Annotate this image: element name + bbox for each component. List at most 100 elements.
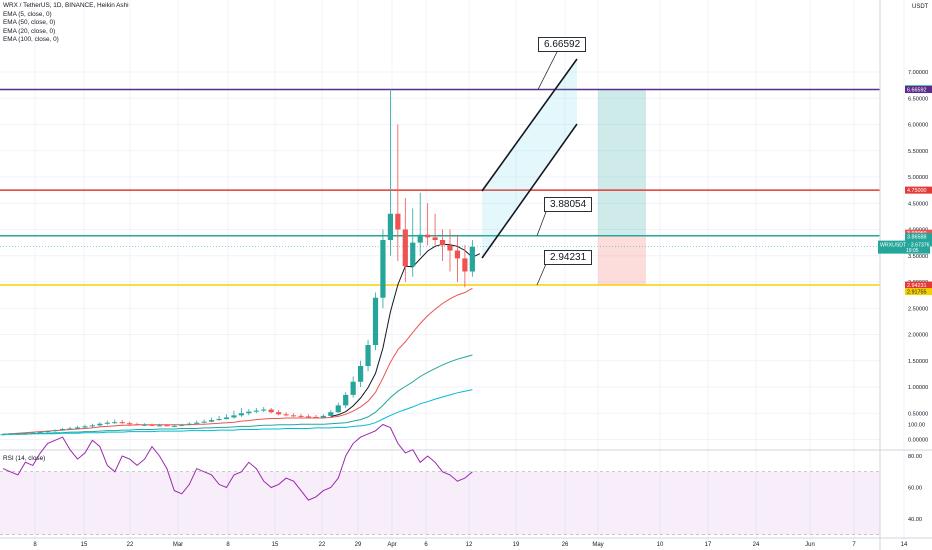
candle-body-48 <box>358 366 364 382</box>
candle-body-19 <box>141 424 148 426</box>
loss-zone <box>598 235 646 286</box>
badge-text-4: 3.86588 <box>907 235 927 241</box>
price-tick-0: 7.00000 <box>908 70 928 76</box>
candle-body-22 <box>164 425 170 427</box>
candle-body-27 <box>201 421 207 423</box>
price-tick-5: 4.50000 <box>908 201 928 207</box>
time-tick-5: 15 <box>272 542 279 548</box>
candle-body-63 <box>469 246 475 272</box>
badge-bg-8 <box>905 288 932 296</box>
badge-bg-6 <box>878 240 930 254</box>
rsi-panel <box>0 423 932 536</box>
stop-price-label: 2.94231 <box>544 250 593 265</box>
stop-connector <box>536 263 547 286</box>
price-tick-1: 6.50000 <box>908 96 928 102</box>
candle-body-32 <box>238 413 244 416</box>
badge-bg-1 <box>905 86 932 94</box>
rsi-band <box>0 471 880 535</box>
time-tick-3: Mar <box>173 542 183 548</box>
badge-bg-4 <box>905 233 932 241</box>
candle-body-18 <box>134 424 140 426</box>
target-connector <box>537 49 559 90</box>
candle-body-17 <box>127 423 133 425</box>
candle-body-29 <box>216 419 222 421</box>
candle-body-4 <box>30 432 36 434</box>
candle-body-12 <box>89 425 95 427</box>
rsi-tick-3: 40.00 <box>908 517 922 523</box>
candle-body-53 <box>395 213 401 230</box>
candle-body-59 <box>439 240 446 246</box>
ema-5-label: EMA (5, close, 0) <box>3 10 52 18</box>
channel-lower <box>481 123 578 259</box>
time-tick-16: 24 <box>753 542 760 548</box>
candle-body-57 <box>425 234 431 238</box>
candle-body-50 <box>372 297 379 345</box>
time-tick-0: 8 <box>33 542 37 548</box>
ema-line-3 <box>3 389 473 435</box>
time-tick-11: 19 <box>513 542 520 548</box>
candle-body-34 <box>253 410 259 412</box>
candle-body-1 <box>7 433 14 435</box>
currency-label: USDT <box>912 4 929 10</box>
candle-body-28 <box>209 420 215 422</box>
entry-price-label: 3.88054 <box>544 197 593 212</box>
time-tick-10: 12 <box>466 542 473 548</box>
candle-body-13 <box>97 423 103 426</box>
candle-body-39 <box>290 415 297 417</box>
ema-line-1 <box>2 287 473 435</box>
candle-body-45 <box>335 405 341 413</box>
rsi-label: RSI (14, close) <box>3 455 46 462</box>
price-tick-10: 2.00000 <box>908 333 928 339</box>
candle-body-8 <box>60 429 66 431</box>
candle-body-24 <box>179 424 185 426</box>
candle-body-33 <box>246 411 252 414</box>
candle-body-52 <box>387 213 393 240</box>
candle-body-47 <box>350 381 356 395</box>
candle-body-21 <box>156 425 163 427</box>
candle-body-54 <box>402 229 408 267</box>
price-tick-11: 1.50000 <box>908 359 928 365</box>
candle-body-49 <box>365 345 371 366</box>
price-badges: 6.680586.665924.750003.930503.865883.881… <box>878 85 932 296</box>
rsi-line <box>2 423 473 501</box>
channel-fill <box>482 59 577 258</box>
time-tick-12: 26 <box>562 542 569 548</box>
candle-body-36 <box>268 409 274 413</box>
target-price-label: 6.66592 <box>538 37 587 52</box>
candle-body-62 <box>462 258 468 272</box>
time-tick-17: Jun <box>805 542 815 548</box>
time-tick-2: 22 <box>127 542 134 548</box>
horizontal-levels <box>0 49 880 286</box>
candle-body-15 <box>112 422 118 424</box>
price-tick-3: 5.50000 <box>908 149 928 155</box>
candle-body-10 <box>74 427 81 429</box>
time-tick-6: 22 <box>319 542 326 548</box>
ema-line-2 <box>3 354 473 435</box>
chart-grid <box>0 0 905 540</box>
badge-text-6: WRXUSDT · 3.67376 <box>880 243 930 249</box>
candle-body-60 <box>447 245 453 251</box>
badge-text-8: 2.91755 <box>907 290 927 296</box>
ema-100-label: EMA (100, close, 0) <box>3 36 59 44</box>
chart-legend: WRX / TetherUS, 1D, BINANCE, Heikin Ashi… <box>3 2 129 45</box>
time-tick-19: 14 <box>901 542 908 548</box>
rsi-tick-0: 100.00 <box>908 423 925 429</box>
badge-sub-6: 19:05 <box>906 248 919 254</box>
price-tick-4: 5.00000 <box>908 175 928 181</box>
candle-body-31 <box>231 415 237 418</box>
candle-body-11 <box>82 426 88 428</box>
candle-body-20 <box>149 424 155 426</box>
price-tick-7: 3.50000 <box>908 254 928 260</box>
time-tick-15: 17 <box>705 542 712 548</box>
candle-body-51 <box>380 240 386 298</box>
candle-body-26 <box>194 422 200 424</box>
long-position-zones <box>598 89 646 286</box>
candle-body-61 <box>454 250 461 259</box>
time-tick-14: 10 <box>657 542 664 548</box>
time-tick-13: May <box>592 542 603 548</box>
candle-body-55 <box>410 242 416 267</box>
candle-body-41 <box>305 416 312 418</box>
entry-connector <box>536 211 547 236</box>
